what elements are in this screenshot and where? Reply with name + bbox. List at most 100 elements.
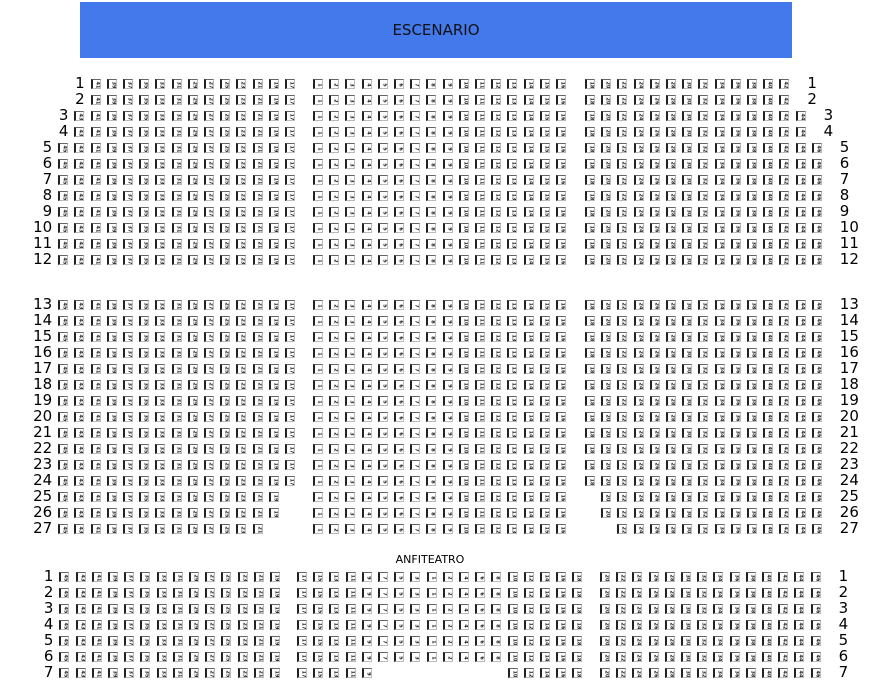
- seat-anfiteatro-row-7-25[interactable]: 25: [221, 668, 232, 678]
- seat-platea-row-13-3[interactable]: 3: [345, 300, 356, 310]
- seat-platea-row-12-36[interactable]: 36: [730, 255, 741, 265]
- seat-platea-row-25-10[interactable]: 10: [458, 492, 469, 502]
- seat-anfiteatro-row-1-40[interactable]: 40: [762, 572, 772, 582]
- seat-platea-row-6-28[interactable]: 28: [666, 159, 676, 169]
- seat-platea-row-8-23[interactable]: 23: [236, 191, 247, 201]
- seat-platea-row-24-41[interactable]: 41: [90, 476, 101, 486]
- seat-platea-row-9-16[interactable]: 16: [556, 207, 566, 217]
- seat-anfiteatro-row-2-6[interactable]: 6: [475, 588, 486, 598]
- seat-platea-row-2-15[interactable]: 15: [539, 95, 550, 105]
- seat-platea-row-16-28[interactable]: 28: [666, 348, 676, 358]
- seat-platea-row-23-6[interactable]: 6: [394, 460, 404, 470]
- seat-anfiteatro-row-2-42[interactable]: 42: [778, 588, 789, 598]
- seat-platea-row-22-46[interactable]: 46: [811, 444, 822, 454]
- seat-platea-row-14-38[interactable]: 38: [747, 316, 757, 326]
- seat-platea-row-15-23[interactable]: 23: [236, 332, 247, 342]
- seat-platea-row-2-36[interactable]: 36: [730, 95, 741, 105]
- seat-platea-row-13-33[interactable]: 33: [155, 300, 166, 310]
- seat-platea-row-7-35[interactable]: 35: [139, 175, 150, 185]
- seat-platea-row-16-36[interactable]: 36: [730, 348, 741, 358]
- seat-anfiteatro-row-2-43[interactable]: 43: [75, 588, 86, 598]
- seat-platea-row-17-35[interactable]: 35: [139, 364, 150, 374]
- seat-anfiteatro-row-7-27[interactable]: 27: [205, 668, 216, 678]
- seat-platea-row-2-5[interactable]: 5: [377, 95, 388, 105]
- seat-anfiteatro-row-2-41[interactable]: 41: [91, 588, 102, 598]
- seat-platea-row-6-27[interactable]: 27: [204, 159, 214, 169]
- seat-anfiteatro-row-2-2[interactable]: 2: [442, 588, 453, 598]
- seat-platea-row-1-4[interactable]: 4: [361, 79, 372, 89]
- seat-platea-row-12-24[interactable]: 24: [633, 255, 644, 265]
- seat-platea-row-12-18[interactable]: 18: [585, 255, 595, 265]
- seat-platea-row-5-13[interactable]: 13: [507, 143, 518, 153]
- seat-anfiteatro-row-2-15[interactable]: 15: [313, 588, 324, 598]
- seat-platea-row-13-17[interactable]: 17: [285, 300, 295, 310]
- seat-anfiteatro-row-7-21[interactable]: 21: [253, 668, 264, 678]
- seat-anfiteatro-row-6-29[interactable]: 29: [189, 652, 199, 662]
- seat-platea-row-5-28[interactable]: 28: [666, 143, 676, 153]
- seat-platea-row-24-22[interactable]: 22: [617, 476, 628, 486]
- seat-platea-row-27-30[interactable]: 30: [682, 524, 693, 534]
- seat-platea-row-7-42[interactable]: 42: [779, 175, 790, 185]
- seat-platea-row-1-32[interactable]: 32: [698, 79, 709, 89]
- seat-platea-row-14-21[interactable]: 21: [252, 316, 263, 326]
- seat-anfiteatro-row-3-35[interactable]: 35: [140, 604, 151, 614]
- seat-anfiteatro-row-7-46[interactable]: 46: [810, 668, 821, 678]
- seat-platea-row-5-32[interactable]: 32: [698, 143, 709, 153]
- seat-platea-row-20-30[interactable]: 30: [682, 412, 693, 422]
- seat-platea-row-13-5[interactable]: 5: [377, 300, 388, 310]
- seat-platea-row-23-29[interactable]: 29: [187, 460, 198, 470]
- seat-platea-row-22-44[interactable]: 44: [795, 444, 806, 454]
- seat-platea-row-10-26[interactable]: 26: [649, 223, 660, 233]
- seat-platea-row-7-17[interactable]: 17: [285, 175, 295, 185]
- seat-platea-row-5-40[interactable]: 40: [763, 143, 774, 153]
- seat-platea-row-8-41[interactable]: 41: [90, 191, 101, 201]
- seat-platea-row-27-7[interactable]: 7: [410, 524, 421, 534]
- seat-platea-row-9-11[interactable]: 11: [475, 207, 485, 217]
- seat-platea-row-24-17[interactable]: 17: [285, 476, 295, 486]
- seat-platea-row-7-5[interactable]: 5: [377, 175, 388, 185]
- seat-platea-row-15-42[interactable]: 42: [779, 332, 790, 342]
- seat-platea-row-9-44[interactable]: 44: [795, 207, 806, 217]
- seat-platea-row-24-25[interactable]: 25: [220, 476, 231, 486]
- seat-platea-row-17-15[interactable]: 15: [539, 364, 550, 374]
- seat-platea-row-12-45[interactable]: 45: [58, 255, 69, 265]
- seat-platea-row-10-5[interactable]: 5: [377, 223, 388, 233]
- seat-platea-row-12-21[interactable]: 21: [252, 255, 263, 265]
- seat-anfiteatro-row-3-21[interactable]: 21: [253, 604, 264, 614]
- seat-platea-row-8-42[interactable]: 42: [779, 191, 790, 201]
- seat-platea-row-7-36[interactable]: 36: [730, 175, 741, 185]
- seat-anfiteatro-row-4-31[interactable]: 31: [172, 620, 183, 630]
- seat-anfiteatro-row-5-30[interactable]: 30: [681, 636, 691, 646]
- seat-platea-row-23-22[interactable]: 22: [617, 460, 628, 470]
- seat-platea-row-25-26[interactable]: 26: [649, 492, 660, 502]
- seat-platea-row-14-19[interactable]: 19: [268, 316, 279, 326]
- seat-platea-row-8-24[interactable]: 24: [633, 191, 644, 201]
- seat-platea-row-16-46[interactable]: 46: [811, 348, 822, 358]
- seat-platea-row-13-46[interactable]: 46: [811, 300, 822, 310]
- seat-platea-row-1-8[interactable]: 8: [426, 79, 437, 89]
- seat-platea-row-21-27[interactable]: 27: [204, 428, 214, 438]
- seat-platea-row-23-19[interactable]: 19: [268, 460, 279, 470]
- seat-anfiteatro-row-1-2[interactable]: 2: [442, 572, 453, 582]
- seat-platea-row-16-41[interactable]: 41: [90, 348, 101, 358]
- seat-anfiteatro-row-6-26[interactable]: 26: [648, 652, 659, 662]
- seat-platea-row-9-28[interactable]: 28: [666, 207, 676, 217]
- seat-platea-row-6-26[interactable]: 26: [649, 159, 660, 169]
- seat-platea-row-9-19[interactable]: 19: [268, 207, 279, 217]
- seat-anfiteatro-row-6-33[interactable]: 33: [156, 652, 167, 662]
- seat-platea-row-6-15[interactable]: 15: [539, 159, 550, 169]
- seat-platea-row-2-31[interactable]: 31: [171, 95, 182, 105]
- seat-platea-row-21-12[interactable]: 12: [491, 428, 502, 438]
- seat-platea-row-10-6[interactable]: 6: [394, 223, 404, 233]
- seat-platea-row-18-11[interactable]: 11: [475, 380, 485, 390]
- seat-platea-row-15-20[interactable]: 20: [601, 332, 612, 342]
- seat-platea-row-11-38[interactable]: 38: [747, 239, 757, 249]
- seat-platea-row-13-13[interactable]: 13: [507, 300, 518, 310]
- seat-platea-row-6-21[interactable]: 21: [252, 159, 263, 169]
- seat-platea-row-10-30[interactable]: 30: [682, 223, 693, 233]
- seat-platea-row-1-23[interactable]: 23: [236, 79, 247, 89]
- seat-anfiteatro-row-3-13[interactable]: 13: [329, 604, 340, 614]
- seat-platea-row-22-9[interactable]: 9: [442, 444, 453, 454]
- seat-platea-row-9-39[interactable]: 39: [106, 207, 117, 217]
- seat-platea-row-19-43[interactable]: 43: [74, 396, 85, 406]
